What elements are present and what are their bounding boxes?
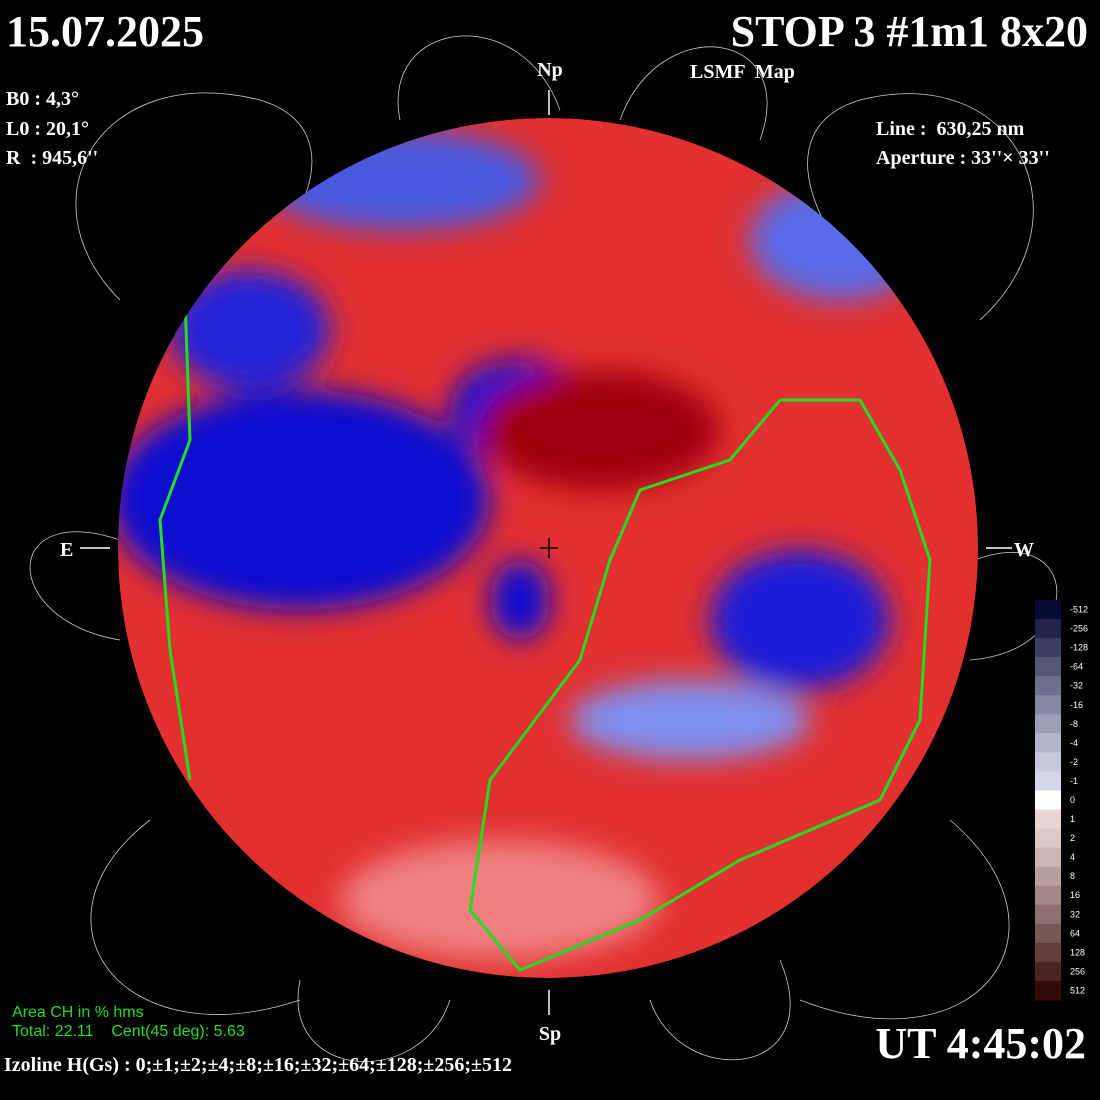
- west: W: [1014, 539, 1034, 561]
- colorbar-label: 512: [1070, 985, 1085, 995]
- colorbar-swatch: [1035, 961, 1061, 982]
- l0: L0 : 20,1°: [6, 118, 89, 140]
- colorbar-swatch: [1035, 771, 1061, 791]
- solar-disk: [118, 118, 978, 978]
- colorbar-label: 8: [1070, 871, 1075, 881]
- colorbar-swatch: [1035, 657, 1061, 677]
- colorbar-label: -32: [1070, 681, 1083, 691]
- colorbar-label: -128: [1070, 643, 1088, 653]
- north: Np: [537, 59, 563, 81]
- colorbar-swatch: [1035, 904, 1061, 925]
- colorbar-swatch: [1035, 923, 1061, 944]
- colorbar-swatch: [1035, 676, 1061, 696]
- colorbar: -512 -256 -128 -64 -32 -16 -8 -4 -2 -1 0 1 2 4 8 16 32 64…: [1035, 600, 1088, 1001]
- colorbar-swatch: [1035, 885, 1061, 906]
- aperture: Aperture : 33''× 33'': [876, 147, 1050, 169]
- colorbar-label: -8: [1070, 719, 1078, 729]
- colorbar-swatch: [1035, 638, 1061, 658]
- colorbar-label: -1: [1070, 776, 1078, 786]
- colorbar-label: 1: [1070, 814, 1075, 824]
- colorbar-swatch: [1035, 733, 1061, 753]
- colorbar-label: -512: [1070, 605, 1088, 615]
- east: E: [60, 539, 73, 561]
- colorbar-swatch: [1035, 809, 1061, 830]
- b0: B0 : 4,3°: [6, 88, 79, 110]
- south: Sp: [539, 1023, 561, 1045]
- radius: R : 945,6'': [6, 147, 98, 169]
- colorbar-swatch: [1035, 619, 1061, 639]
- colorbar-label: 2: [1070, 833, 1075, 843]
- colorbar-label: -256: [1070, 624, 1088, 634]
- area-values: Total: 22.11 Cent(45 deg): 5.63: [12, 1023, 245, 1040]
- colorbar-label: -16: [1070, 700, 1083, 710]
- colorbar-swatch: [1035, 600, 1061, 620]
- colorbar-label: 16: [1070, 890, 1080, 900]
- colorbar-label: 128: [1070, 947, 1085, 957]
- line: Line : 630,25 nm: [876, 118, 1025, 140]
- colorbar-label: -2: [1070, 757, 1078, 767]
- colorbar-swatch: [1035, 752, 1061, 772]
- izoline: Izoline H(Gs) : 0;±1;±2;±4;±8;±16;±32;±6…: [4, 1054, 512, 1076]
- date: 15.07.2025: [6, 7, 204, 56]
- colorbar-label: 0: [1070, 795, 1075, 805]
- colorbar-swatch: [1035, 695, 1061, 715]
- colorbar-label: -64: [1070, 662, 1083, 672]
- colorbar-swatch: [1035, 790, 1061, 811]
- colorbar-label: 4: [1070, 852, 1075, 862]
- title: STOP 3 #1m1 8x20: [731, 7, 1088, 56]
- colorbar-label: 256: [1070, 966, 1085, 976]
- time: UT 4:45:02: [875, 1019, 1086, 1068]
- colorbar-label: -4: [1070, 738, 1078, 748]
- colorbar-swatch: [1035, 866, 1061, 887]
- subtitle: LSMF Map: [690, 61, 795, 83]
- colorbar-label: 64: [1070, 928, 1080, 938]
- field-lines: [29, 35, 1058, 1063]
- area-title: Area CH in % hms: [12, 1004, 144, 1021]
- colorbar-swatch: [1035, 942, 1061, 963]
- center-cross: [540, 538, 558, 558]
- colorbar-swatch: [1035, 847, 1061, 868]
- colorbar-swatch: [1035, 714, 1061, 734]
- colorbar-label: 32: [1070, 909, 1080, 919]
- colorbar-swatch: [1035, 828, 1061, 849]
- colorbar-swatch: [1035, 980, 1061, 1001]
- axis-marks: [80, 90, 1012, 1015]
